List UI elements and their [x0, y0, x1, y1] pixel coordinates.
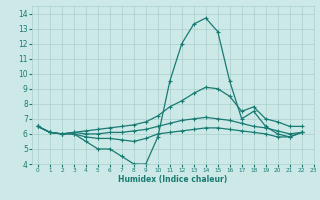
- X-axis label: Humidex (Indice chaleur): Humidex (Indice chaleur): [118, 175, 228, 184]
